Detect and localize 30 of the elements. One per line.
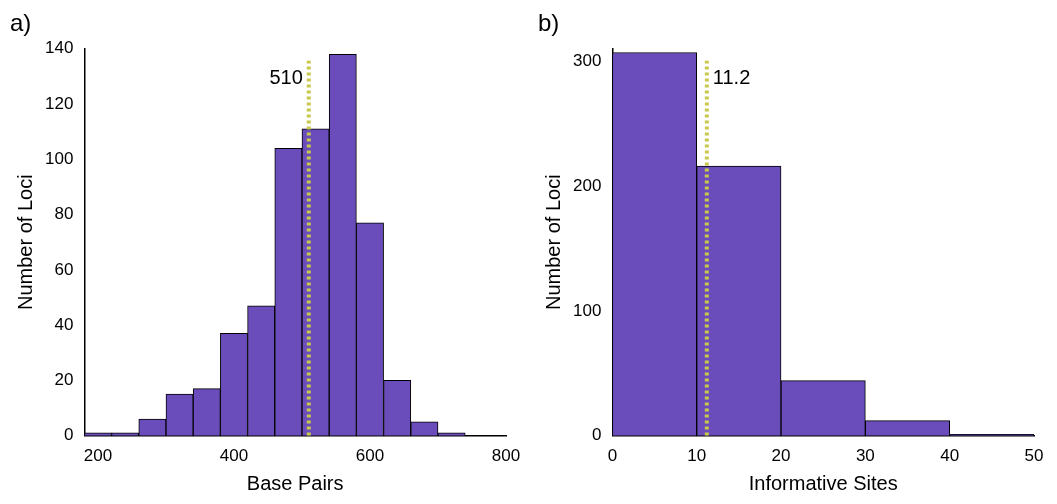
y-tick-label: 100: [44, 149, 74, 168]
x-tick-label: 0: [607, 446, 618, 466]
x-tick-label: 10: [687, 446, 707, 466]
x-tick-label: 600: [355, 446, 385, 466]
x-tick-label: 40: [940, 446, 960, 466]
x-tick-label: 800: [491, 446, 521, 466]
y-tick-label: 200: [572, 175, 602, 195]
y-axis-title: Number of Loci: [541, 174, 564, 311]
y-tick-label: 0: [591, 425, 602, 445]
x-tick-label: 400: [219, 446, 249, 466]
x-axis-title: Base Pairs: [246, 471, 344, 494]
x-axis-title: Informative Sites: [748, 471, 898, 494]
x-tick-label: 200: [83, 446, 113, 466]
x-tick-label: 30: [855, 446, 875, 466]
y-tick-label: 60: [54, 259, 74, 279]
y-tick-label: 20: [54, 370, 74, 390]
y-tick-label: 40: [54, 314, 74, 334]
y-tick-label: 80: [54, 204, 74, 224]
y-tick-label: 0: [63, 425, 74, 445]
chart-title: b): [538, 9, 560, 37]
y-tick-label: 300: [572, 50, 602, 70]
y-tick-label: 100: [572, 300, 602, 320]
y-tick-label: 140: [44, 38, 74, 58]
y-tick-label: 120: [44, 93, 74, 113]
chart-title: a): [10, 9, 32, 37]
y-axis-title: Number of Loci: [13, 174, 36, 311]
ref-line-label: 510: [269, 66, 303, 89]
x-tick-label: 50: [1024, 446, 1044, 466]
ref-line-label: 11.2: [712, 66, 751, 89]
x-tick-label: 20: [771, 446, 791, 466]
